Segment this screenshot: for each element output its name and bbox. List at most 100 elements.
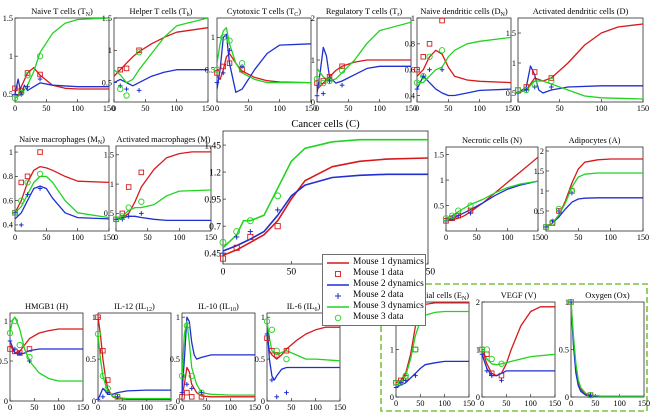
series-line xyxy=(15,165,109,214)
panel-necrotic-cells: 0 50 100 150 0.5 1 1.5 Necrotic cells (N) xyxy=(434,136,544,242)
data-marker-plus xyxy=(427,67,432,72)
data-marker-square xyxy=(117,66,124,73)
y-tick-label: 0.4 xyxy=(405,91,415,100)
data-marker-plus xyxy=(393,385,399,390)
data-marker-circle xyxy=(112,216,120,223)
x-tick-label: 0 xyxy=(415,104,419,113)
data-marker-square xyxy=(531,69,538,75)
x-tick-label: 100 xyxy=(501,233,513,242)
data-marker-circle xyxy=(6,329,14,337)
panel-frame xyxy=(517,17,644,103)
data-marker-circle xyxy=(18,89,25,96)
x-tick-label: 100 xyxy=(614,399,626,408)
data-marker-plus xyxy=(117,83,123,89)
x-tick-label: 50 xyxy=(118,403,126,412)
y-tick-label: 0.5 xyxy=(434,201,444,210)
panel-title: IL-6 (IL6) xyxy=(287,302,321,313)
y-tick-label: 0.5 xyxy=(0,357,8,366)
data-marker-circle xyxy=(18,197,25,204)
y-tick-label: 0.95 xyxy=(204,195,221,205)
data-marker-circle xyxy=(233,228,241,236)
panel-title: Regulatory T cells (Tr) xyxy=(326,7,403,18)
x-tick-label: 150 xyxy=(165,403,177,412)
y-tick-label: 0.45 xyxy=(204,249,221,259)
panel-title: Cancer cells (C) xyxy=(291,119,360,130)
x-tick-label: 0 xyxy=(112,104,116,113)
x-tick-label: 50 xyxy=(42,104,50,113)
data-marker-circle xyxy=(125,204,132,211)
data-marker-circle xyxy=(213,66,221,73)
series-line xyxy=(571,302,644,397)
panel-naive-t: 0 50 100 150 0.5 1 1.5 Naive T cells (TN) xyxy=(3,7,115,113)
x-tick-label: 50 xyxy=(574,233,582,242)
y-tick-label: 0.5 xyxy=(102,78,112,87)
panel-frame xyxy=(222,130,429,265)
legend-entry: Mouse 2 data xyxy=(325,290,425,301)
series-line xyxy=(518,65,643,94)
y-tick-label: 0 xyxy=(4,397,8,406)
y-tick-label: 0.8 xyxy=(3,172,13,181)
series-line xyxy=(546,172,643,228)
x-tick-label: 100 xyxy=(525,399,537,408)
data-marker-circle xyxy=(283,355,290,363)
data-marker-square xyxy=(219,255,227,262)
panel-frame xyxy=(216,17,312,103)
panel-title: Endothelial cells (EN) xyxy=(396,291,469,302)
data-marker-square xyxy=(274,223,281,230)
y-tick-label: 0.5 xyxy=(205,65,215,74)
data-marker-plus xyxy=(568,299,574,305)
y-tick-label: 0.6 xyxy=(3,196,13,205)
x-tick-label: 50 xyxy=(502,399,510,408)
x-tick-label: 100 xyxy=(173,233,185,242)
x-tick-label: 150 xyxy=(77,403,89,412)
data-marker-circle xyxy=(198,389,205,396)
x-tick-label: 50 xyxy=(202,403,210,412)
data-marker-plus xyxy=(25,192,30,197)
data-marker-square xyxy=(283,347,290,354)
data-marker-circle xyxy=(123,92,130,99)
y-tick-label: 0.6 xyxy=(405,65,415,74)
data-marker-square xyxy=(220,63,227,70)
data-marker-plus xyxy=(126,214,131,219)
data-marker-square xyxy=(420,54,427,60)
data-marker-circle xyxy=(36,170,44,178)
panel-title: Adipocytes (A) xyxy=(569,136,621,145)
series-line xyxy=(446,180,538,219)
data-marker-square xyxy=(548,75,555,81)
legend-symbol xyxy=(327,306,349,308)
panel-title: Activated macrophages (M) xyxy=(117,135,211,144)
series-line xyxy=(446,180,538,222)
data-marker-circle xyxy=(99,372,107,380)
y-tick-label: 1.5 xyxy=(104,151,114,160)
data-marker-circle xyxy=(238,60,246,67)
x-tick-label: 0 xyxy=(13,233,17,242)
panel-title: Naive dendritic cells (DN) xyxy=(420,7,508,18)
y-tick-label: 1 xyxy=(108,46,112,55)
series-line xyxy=(182,316,255,393)
panel-hmgb1: 0 50 100 150 0 0.5 1 HMGB1 (H) xyxy=(0,302,89,412)
y-tick-label: 0.5 xyxy=(506,89,516,98)
data-marker-plus xyxy=(199,390,204,395)
data-marker-circle xyxy=(273,347,280,354)
data-marker-square xyxy=(138,169,145,176)
x-tick-label: 50 xyxy=(556,104,564,113)
x-tick-label: 100 xyxy=(72,233,84,242)
x-tick-label: 0 xyxy=(444,233,448,242)
y-tick-label: 1 xyxy=(565,298,569,307)
legend-label: Mouse 1 data xyxy=(353,268,404,278)
data-marker-circle xyxy=(16,341,23,349)
x-tick-label: 100 xyxy=(53,403,65,412)
series-line xyxy=(571,302,644,397)
data-marker-circle xyxy=(11,209,19,216)
panel-frame xyxy=(14,145,110,232)
y-tick-label: 0.5 xyxy=(534,207,544,216)
data-marker-square xyxy=(498,372,505,379)
data-marker-circle xyxy=(523,86,530,94)
data-marker-circle xyxy=(119,213,126,220)
x-tick-label: 100 xyxy=(171,104,183,113)
panel-title: Activated dendritic cells (D) xyxy=(533,7,629,16)
y-tick-label: 0.5 xyxy=(86,355,96,364)
panel-title: Naive macrophages (MN) xyxy=(19,135,105,146)
